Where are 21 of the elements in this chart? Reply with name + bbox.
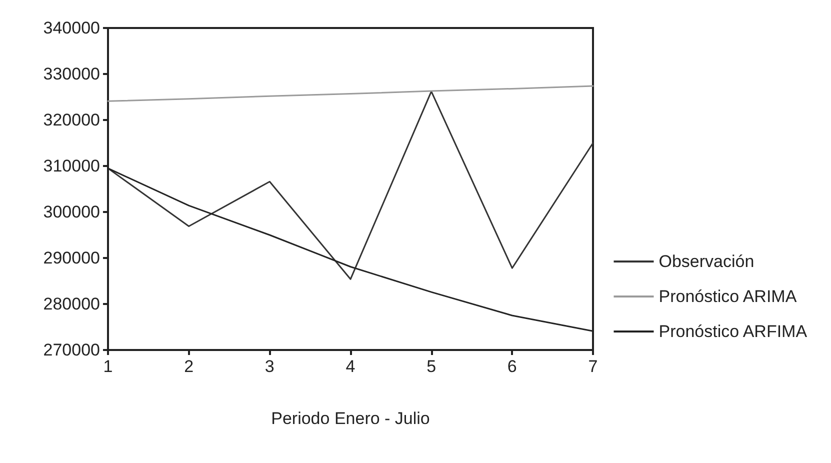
y-tick-label: 300000 — [43, 202, 100, 222]
y-tick-label: 290000 — [43, 248, 100, 268]
x-tick-label: 3 — [264, 357, 274, 376]
y-tick-label: 310000 — [43, 156, 100, 176]
legend-label: Pronóstico ARFIMA — [658, 322, 808, 341]
y-tick-label: 270000 — [43, 340, 100, 360]
legend-label: Observación — [658, 252, 754, 271]
x-tick-label: 7 — [588, 357, 598, 376]
legend-label: Pronóstico ARIMA — [658, 287, 798, 306]
x-axis-title: Periodo Enero - Julio — [271, 409, 430, 428]
x-tick-label: 2 — [184, 357, 194, 376]
line-series — [107, 85, 594, 102]
y-tick-label: 280000 — [43, 294, 100, 314]
y-tick-label: 320000 — [43, 110, 100, 130]
x-tick-label: 4 — [346, 357, 356, 376]
x-tick-label: 5 — [426, 357, 436, 376]
x-tick-label: 1 — [103, 357, 113, 376]
line-series — [107, 90, 594, 280]
x-tick-label: 6 — [507, 357, 517, 376]
y-tick-label: 330000 — [43, 64, 100, 84]
y-tick-label: 340000 — [43, 18, 100, 38]
